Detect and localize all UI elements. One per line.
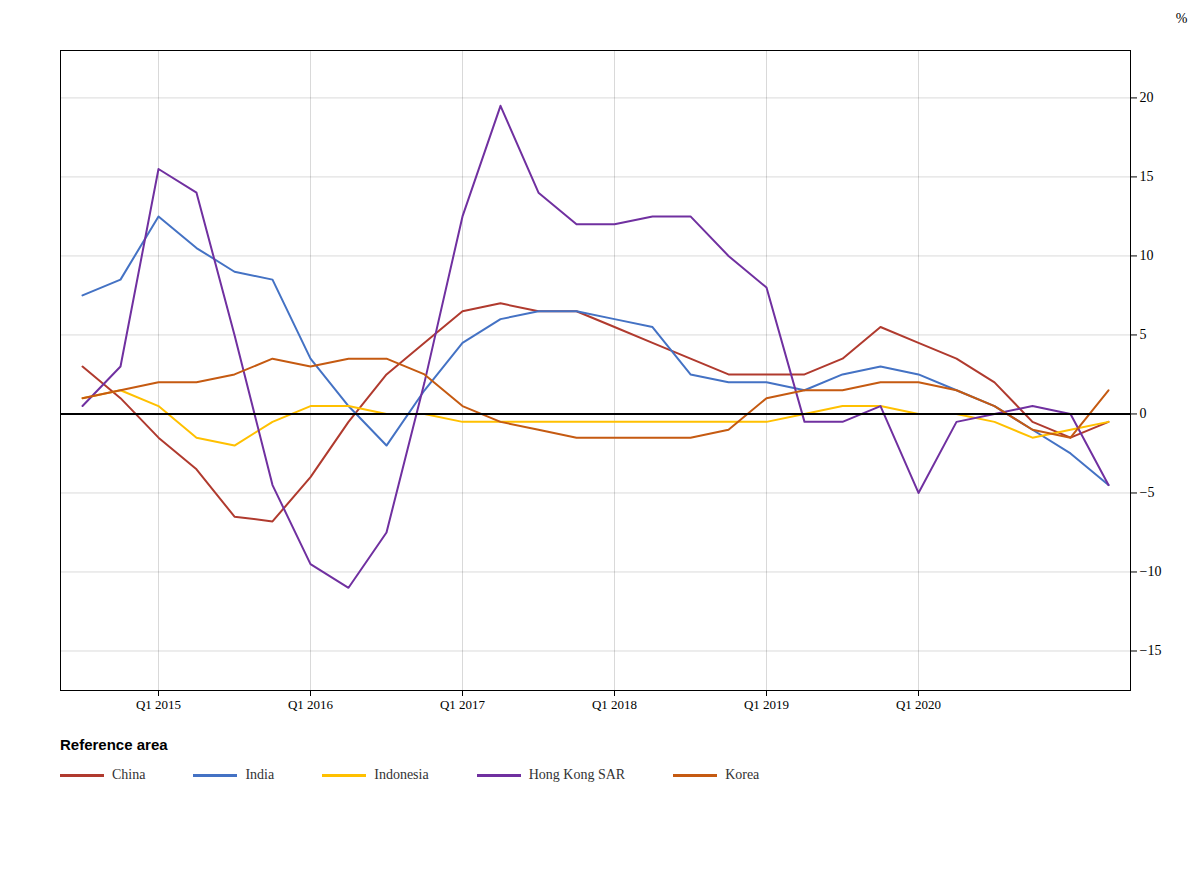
svg-text:Q1 2015: Q1 2015 xyxy=(136,697,181,712)
svg-text:5: 5 xyxy=(1140,327,1147,342)
svg-text:Q1 2018: Q1 2018 xyxy=(592,697,637,712)
svg-text:0: 0 xyxy=(1140,406,1147,421)
svg-text:%: % xyxy=(1176,11,1188,26)
html-text:Hong Kong SAR: Hong Kong SAR xyxy=(528,767,626,782)
html-text:Korea: Korea xyxy=(725,767,760,782)
svg-text:Q1 2020: Q1 2020 xyxy=(896,697,941,712)
html-text:Indonesia: Indonesia xyxy=(374,767,429,782)
html-text:India: India xyxy=(245,767,275,782)
svg-text:15: 15 xyxy=(1140,169,1154,184)
svg-text:−10: −10 xyxy=(1140,564,1162,579)
svg-text:10: 10 xyxy=(1140,248,1154,263)
svg-text:Q1 2019: Q1 2019 xyxy=(744,697,789,712)
html-text:Reference area: Reference area xyxy=(60,736,168,753)
html-text:China: China xyxy=(112,767,146,782)
svg-text:20: 20 xyxy=(1140,90,1154,105)
svg-text:−5: −5 xyxy=(1140,485,1155,500)
svg-text:−15: −15 xyxy=(1140,643,1162,658)
svg-text:Q1 2017: Q1 2017 xyxy=(440,697,486,712)
svg-text:Q1 2016: Q1 2016 xyxy=(288,697,334,712)
